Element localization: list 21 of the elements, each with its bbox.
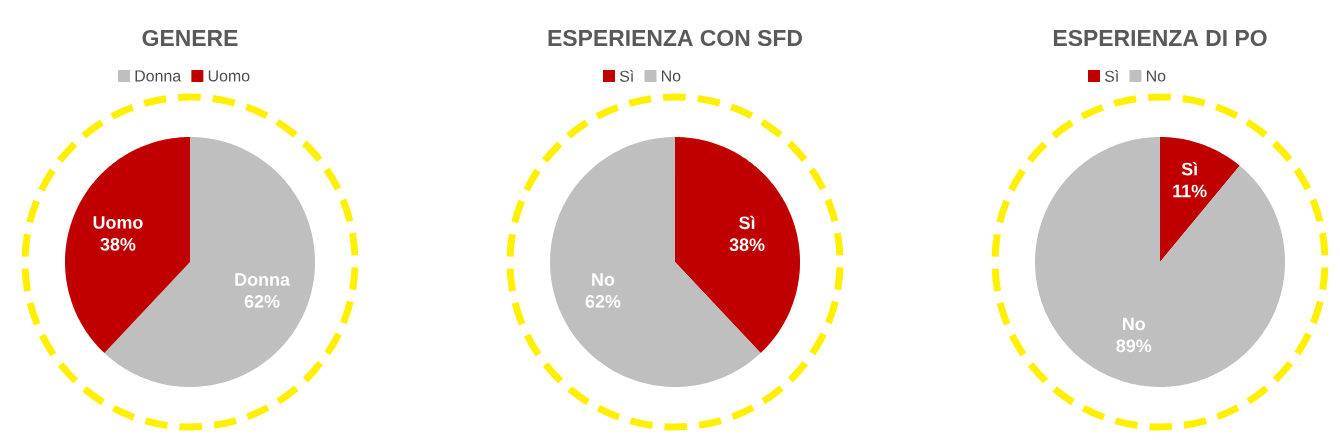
slice-label: Sì <box>1181 162 1198 176</box>
chart-title: GENERE <box>142 29 238 47</box>
chart-title: ESPERIENZA CON SFD <box>548 29 802 47</box>
data-label: 11% <box>1173 184 1207 198</box>
slice-label: Uomo <box>93 216 143 229</box>
data-label: 38% <box>729 238 765 252</box>
legend-label: Sì <box>619 70 634 82</box>
data-label: 62% <box>244 295 280 308</box>
slice-label: No <box>592 273 615 286</box>
legend-label: Donna <box>135 70 182 82</box>
data-label: 62% <box>585 295 621 308</box>
data-label: 89% <box>1116 339 1152 353</box>
legend-label: Uomo <box>208 70 250 82</box>
slice-label: No <box>1123 317 1146 331</box>
chart-title: ESPERIENZA DI PO <box>1053 29 1267 47</box>
slice-label: Donna <box>235 273 291 286</box>
data-label: 38% <box>100 237 136 251</box>
legend-label: No <box>661 70 681 82</box>
legend-label: Sì <box>1104 70 1119 82</box>
legend-label: No <box>1146 70 1166 82</box>
slice-label: Sì <box>739 215 755 230</box>
